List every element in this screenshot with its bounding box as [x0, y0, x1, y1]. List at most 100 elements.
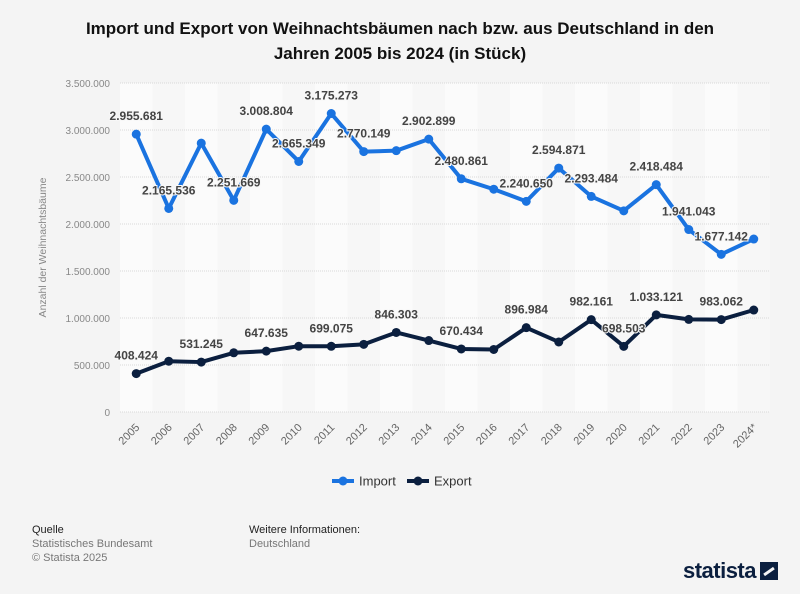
y-tick-label: 3.000.000 [66, 126, 111, 137]
x-tick-label: 2007 [182, 422, 208, 448]
x-tick-label: 2011 [312, 422, 337, 447]
y-tick-label: 0 [104, 408, 110, 419]
data-point [196, 138, 206, 148]
column-band [510, 83, 543, 412]
data-label: 2.902.899 [402, 114, 456, 128]
info-heading[interactable]: Weitere Informationen: [249, 524, 361, 536]
data-point [651, 180, 661, 190]
legend-label: Export [434, 474, 472, 489]
info-text: Deutschland [249, 538, 311, 550]
data-point [489, 184, 499, 194]
x-tick-label: 2016 [474, 422, 500, 448]
column-band [477, 83, 510, 412]
column-band [445, 83, 478, 412]
data-label: 2.770.149 [337, 127, 391, 141]
source-block: Quelle Statistisches Bundesamt © Statist… [32, 523, 152, 565]
y-axis-label: Anzahl der Weihnachtsbäume [37, 177, 49, 317]
column-band [282, 83, 315, 412]
data-point [196, 357, 206, 367]
data-point [716, 249, 726, 259]
column-band [607, 83, 640, 412]
data-point [424, 336, 434, 346]
x-tick-label: 2009 [247, 422, 273, 448]
data-label: 2.165.536 [142, 183, 196, 197]
data-label: 983.062 [700, 295, 744, 309]
x-tick-label: 2024* [731, 421, 760, 450]
data-point [651, 310, 661, 320]
x-tick-label: 2017 [507, 422, 533, 448]
x-tick-label: 2010 [279, 422, 305, 448]
y-tick-label: 3.500.000 [66, 79, 111, 90]
data-point [261, 124, 271, 134]
data-point [326, 341, 336, 351]
x-tick-label: 2014 [409, 422, 435, 448]
data-label: 896.984 [505, 303, 549, 317]
statista-logo[interactable]: statista [683, 558, 778, 584]
data-label: 698.503 [602, 321, 646, 335]
column-band [412, 83, 445, 412]
data-label: 2.665.349 [272, 136, 326, 150]
column-band [640, 83, 673, 412]
x-tick-label: 2008 [214, 422, 240, 448]
data-point [749, 234, 759, 244]
x-tick-label: 2021 [637, 422, 663, 448]
data-point [294, 156, 304, 166]
data-point [684, 314, 694, 324]
series-line-import [134, 111, 755, 257]
legend-label: Import [359, 474, 396, 489]
data-point [359, 339, 369, 349]
column-band [315, 83, 348, 412]
data-label: 1.677.142 [695, 229, 749, 243]
logo-icon [760, 562, 778, 580]
logo-text: statista [682, 558, 757, 583]
source-text: Statistisches Bundesamt [32, 538, 153, 550]
data-label: 2.240.650 [500, 176, 554, 190]
data-point [326, 109, 336, 119]
x-tick-label: 2005 [117, 422, 143, 448]
data-point [131, 369, 141, 379]
data-point [684, 225, 694, 235]
info-block: Weitere Informationen: Deutschland [249, 523, 360, 551]
y-tick-label: 500.000 [74, 361, 111, 372]
x-tick-label: 2013 [377, 422, 403, 448]
x-tick-label: 2012 [344, 422, 370, 448]
column-band [737, 83, 770, 412]
data-point [521, 196, 531, 206]
column-band [542, 83, 575, 412]
legend-item-export[interactable]: Export [407, 474, 472, 489]
x-tick-label: 2006 [149, 422, 175, 448]
data-point [424, 134, 434, 144]
x-tick-label: 2023 [702, 422, 728, 448]
data-point [391, 146, 401, 156]
data-label: 699.075 [310, 321, 354, 335]
series-line-export [135, 308, 755, 376]
data-label: 2.480.861 [435, 154, 489, 168]
x-tick-label: 2015 [442, 422, 468, 448]
data-point [456, 174, 466, 184]
data-point [619, 341, 629, 351]
data-point [229, 195, 239, 205]
data-point [586, 315, 596, 325]
copyright: © Statista 2025 [32, 552, 108, 564]
column-band [217, 83, 250, 412]
y-tick-label: 2.500.000 [66, 173, 111, 184]
data-point [554, 163, 564, 173]
data-label: 647.635 [245, 326, 289, 340]
data-point [359, 147, 369, 157]
legend-item-import[interactable]: Import [332, 474, 396, 489]
data-point [131, 129, 141, 139]
legend-marker [413, 476, 423, 486]
legend-marker [338, 476, 348, 486]
x-tick-label: 2018 [539, 422, 565, 448]
data-label: 2.293.484 [565, 171, 619, 185]
data-point [391, 327, 401, 337]
data-label: 531.245 [180, 337, 224, 351]
y-tick-label: 1.000.000 [66, 314, 111, 325]
data-point [164, 356, 174, 366]
data-label: 2.251.669 [207, 175, 261, 189]
data-point [716, 315, 726, 325]
data-label: 846.303 [375, 307, 419, 321]
data-point [619, 206, 629, 216]
